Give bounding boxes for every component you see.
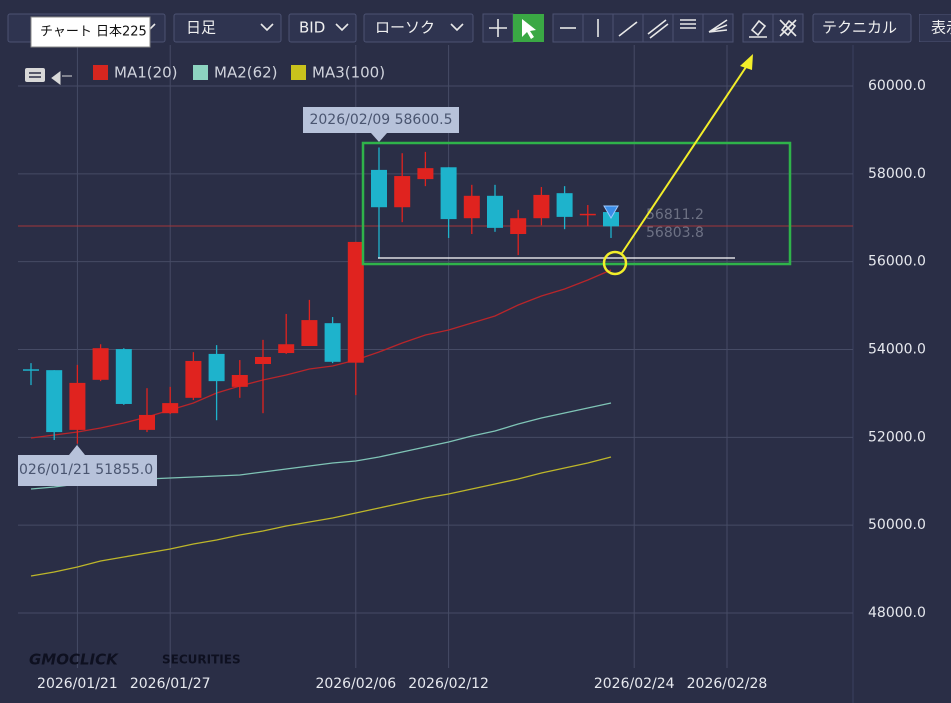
- candle-body: [394, 176, 411, 208]
- candle-body: [579, 213, 596, 216]
- erase-all-icon: [779, 19, 797, 37]
- last-marker: [603, 205, 619, 220]
- candle-body: [23, 369, 39, 371]
- tooltip: [30, 16, 151, 48]
- y-tick-label: 56000.0: [868, 254, 926, 270]
- ma-line: [30, 269, 612, 439]
- candle-body: [371, 169, 387, 208]
- legend-swatch: [93, 65, 108, 80]
- candle-body: [46, 370, 63, 433]
- annotation: 026/01/21 51855.0: [19, 462, 153, 478]
- legend-label: MA2(62): [214, 64, 278, 82]
- candle-body: [255, 356, 271, 365]
- trendline-icon: [618, 21, 638, 37]
- candle-body: [92, 348, 109, 380]
- y-tick-label: 48000.0: [868, 605, 926, 621]
- callout-pointer: [371, 133, 387, 142]
- ma-line: [30, 456, 612, 577]
- candle-body: [301, 320, 318, 347]
- chart-style: ローソク: [375, 19, 435, 37]
- period-dropdown[interactable]: [173, 13, 282, 43]
- x-tick-label: 2026/01/27: [130, 676, 211, 692]
- x-tick-label: 2026/02/24: [594, 676, 675, 692]
- legend: MA1(20) MA2(62) MA3(100): [93, 64, 385, 82]
- drawn-rectangle[interactable]: [361, 141, 792, 266]
- legend-label: MA3(100): [312, 64, 385, 82]
- plot-area: 48000.0 50000.0 52000.0 54000.0 56000.0 58000…: [18, 45, 926, 703]
- chevron: [450, 23, 464, 32]
- candle-body: [231, 374, 248, 387]
- x-tick-label: 2026/02/06: [315, 676, 396, 692]
- technical-button[interactable]: [812, 13, 912, 43]
- candle-body: [556, 193, 573, 217]
- chart-style-dropdown[interactable]: [363, 13, 474, 43]
- price-label: 56803.8: [646, 225, 704, 241]
- hline-button[interactable]: [552, 13, 584, 43]
- comment-lines: [29, 72, 41, 78]
- fan-icon: [708, 19, 728, 33]
- tooltip-text: チャート 日本225: [40, 25, 147, 40]
- price-type-dropdown[interactable]: [288, 13, 357, 43]
- candle-body: [603, 212, 619, 227]
- legend-swatch: [193, 65, 208, 80]
- candle-body: [533, 194, 550, 219]
- y-tick-label: 52000.0: [868, 429, 926, 445]
- channel-icon: [647, 19, 669, 39]
- candle-body: [417, 168, 434, 180]
- candle-body: [463, 195, 480, 219]
- y-tick-label: 54000.0: [868, 342, 926, 358]
- x-tick-label: 2026/01/21: [37, 676, 118, 692]
- display-button-clip: 表示: [919, 14, 951, 42]
- x-tick-label: 2026/02/28: [687, 676, 768, 692]
- candle-body: [139, 414, 155, 430]
- drawn-circle[interactable]: [602, 250, 628, 276]
- technical: テクニカル: [822, 19, 897, 37]
- display: 表示: [931, 19, 951, 37]
- callout-box: [18, 455, 157, 486]
- candle-body: [510, 218, 527, 235]
- candle-body: [440, 167, 457, 220]
- candle-body: [185, 360, 202, 398]
- period: 日足: [186, 19, 216, 37]
- x-tick-label: 2026/02/12: [408, 676, 489, 692]
- crosshair-icon: [489, 19, 507, 37]
- callout-pointer: [69, 445, 85, 455]
- candle-body: [487, 195, 503, 228]
- collapse-icon[interactable]: [51, 71, 72, 85]
- y-tick-label: 60000.0: [868, 78, 926, 94]
- legend-swatch: [291, 65, 306, 80]
- callout-box: [303, 107, 459, 133]
- candle-body: [162, 403, 179, 414]
- watermark-suffix: SECURITIES: [162, 653, 241, 667]
- comment-icon[interactable]: [25, 68, 45, 82]
- arrow-head: [740, 54, 753, 70]
- candle-body: [347, 241, 364, 363]
- chevron: [335, 23, 349, 32]
- eraser-icon: [749, 19, 767, 38]
- legend-label: MA1(20): [114, 64, 178, 82]
- toolbar: 日足 BID ローソク テクニカル 表示: [7, 13, 951, 48]
- watermark-brand: GMOCLICK: [29, 651, 119, 669]
- price-type: BID: [299, 19, 325, 37]
- candle-body: [69, 382, 86, 430]
- display-button[interactable]: [919, 14, 951, 42]
- annotation: 2026/02/09 58600.5: [309, 112, 452, 128]
- y-tick-label: 58000.0: [868, 166, 926, 182]
- candle-body: [278, 344, 295, 354]
- price-label: 56811.2: [646, 207, 704, 223]
- candle-body: [324, 323, 341, 362]
- channel-button[interactable]: [642, 13, 674, 43]
- pointer-icon: [522, 19, 536, 39]
- chevron: [260, 23, 274, 32]
- candle-body: [115, 349, 132, 404]
- drawn-arrow[interactable]: [621, 63, 749, 254]
- candle-body: [208, 353, 225, 382]
- y-tick-label: 50000.0: [868, 517, 926, 533]
- fibo-icon: [680, 19, 696, 29]
